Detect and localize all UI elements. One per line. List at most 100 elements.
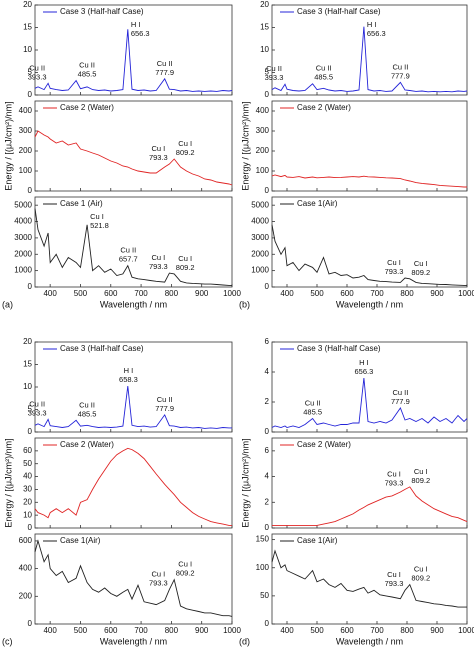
annotation-label: Cu I — [151, 253, 165, 262]
y-tick-label: 600 — [19, 536, 33, 545]
annotation-wavelength: 809.2 — [176, 148, 195, 157]
x-tick-label: 500 — [74, 626, 88, 635]
y-tick-label: 0 — [28, 523, 33, 532]
annotation-wavelength: 793.3 — [149, 262, 168, 271]
annotation-label: H I — [359, 358, 369, 367]
y-axis-label: Energy / [(μJ/cm²)/nm] — [3, 438, 13, 527]
plot-frame — [271, 4, 468, 96]
annotation-wavelength: 793.3 — [149, 153, 168, 162]
panel-label: (b) — [239, 299, 250, 309]
y-tick-label: 3000 — [14, 233, 32, 242]
x-tick-label: 400 — [43, 289, 57, 298]
spectrum-line — [271, 26, 468, 93]
y-tick-label: 20 — [260, 0, 269, 9]
x-tick-label: 400 — [43, 626, 57, 635]
x-tick-label: 1000 — [223, 289, 241, 298]
annotation-wavelength: 656.3 — [131, 29, 150, 38]
y-tick-label: 100 — [256, 563, 270, 572]
x-tick-label: 900 — [430, 626, 444, 635]
y-tick-label: 0 — [28, 186, 33, 195]
y-tick-label: 200 — [19, 146, 33, 155]
legend-label: Case 3 (Half-half Case) — [297, 344, 381, 353]
annotation-label: Cu II — [29, 63, 45, 72]
spectrum-line — [271, 224, 467, 286]
y-axis-label: Energy / [(μJ/cm²)/nm] — [240, 101, 250, 190]
y-tick-label: 200 — [256, 146, 270, 155]
y-tick-label: 60 — [23, 446, 32, 455]
plot-frame — [271, 196, 468, 288]
y-tick-label: 300 — [19, 126, 33, 135]
annotation-wavelength: 656.3 — [367, 29, 386, 38]
y-tick-label: 20 — [23, 497, 32, 506]
annotation-label: Cu I — [90, 212, 104, 221]
y-tick-label: 5000 — [14, 200, 32, 209]
y-tick-label: 50 — [260, 591, 269, 600]
annotation-wavelength: 658.3 — [119, 375, 138, 384]
x-tick-label: 800 — [165, 626, 179, 635]
legend-label: Case 2 (Water) — [297, 103, 351, 112]
plot-frame — [34, 437, 233, 529]
annotation-label: H I — [124, 366, 134, 375]
spectrum-line — [34, 386, 232, 429]
annotation-label: Cu I — [151, 569, 165, 578]
y-tick-label: 0 — [265, 619, 270, 628]
x-axis-label: Wavelength / nm — [100, 299, 167, 309]
annotation-label: Cu I — [151, 144, 165, 153]
annotation-wavelength: 393.3 — [265, 73, 284, 82]
annotation-wavelength: 485.5 — [314, 73, 333, 82]
annotation-label: Cu I — [387, 258, 401, 267]
annotation-label: Cu II — [79, 61, 95, 70]
annotation-label: Cu II — [266, 64, 282, 73]
x-tick-label: 600 — [340, 289, 354, 298]
y-tick-label: 10 — [260, 45, 269, 54]
x-tick-label: 900 — [195, 289, 209, 298]
x-tick-label: 500 — [310, 289, 324, 298]
y-tick-label: 5 — [265, 68, 270, 77]
annotation-wavelength: 793.3 — [385, 579, 404, 588]
spectrum-line — [34, 447, 232, 526]
y-tick-label: 10 — [23, 382, 32, 391]
y-tick-label: 300 — [256, 126, 270, 135]
panel-label: (d) — [239, 636, 250, 646]
y-tick-label: 200 — [19, 591, 33, 600]
annotation-label: Cu II — [157, 59, 173, 68]
annotation-wavelength: 777.9 — [391, 71, 410, 80]
annotation-label: Cu II — [29, 399, 45, 408]
y-tick-label: 10 — [23, 45, 32, 54]
annotation-label: Cu II — [316, 64, 332, 73]
annotation-wavelength: 485.5 — [78, 409, 97, 418]
x-tick-label: 600 — [104, 289, 118, 298]
y-tick-label: 4000 — [251, 217, 269, 226]
annotation-wavelength: 809.2 — [411, 574, 430, 583]
y-tick-label: 100 — [256, 166, 270, 175]
x-tick-label: 900 — [195, 626, 209, 635]
legend-label: Case 2 (Water) — [60, 440, 114, 449]
annotation-label: Cu II — [392, 62, 408, 71]
annotation-wavelength: 777.9 — [391, 397, 410, 406]
y-tick-label: 0 — [265, 186, 270, 195]
x-tick-label: 400 — [280, 626, 294, 635]
annotation-wavelength: 809.2 — [411, 476, 430, 485]
annotation-label: Cu I — [414, 565, 428, 574]
y-tick-label: 0 — [28, 619, 33, 628]
plot-frame — [34, 4, 233, 96]
annotation-label: Cu I — [178, 560, 192, 569]
y-tick-label: 4 — [265, 472, 270, 481]
x-tick-label: 600 — [104, 626, 118, 635]
x-tick-label: 500 — [74, 289, 88, 298]
panel-label: (c) — [2, 636, 13, 646]
annotation-wavelength: 521.8 — [90, 221, 109, 230]
spectrum-line — [271, 377, 468, 428]
annotation-label: Cu II — [79, 400, 95, 409]
x-tick-label: 700 — [370, 289, 384, 298]
annotation-wavelength: 809.2 — [176, 569, 195, 578]
annotation-label: Cu I — [178, 254, 192, 263]
plot-frame — [271, 100, 468, 192]
plot-frame — [271, 341, 468, 433]
annotation-label: Cu I — [387, 469, 401, 478]
x-axis-label: Wavelength / nm — [336, 299, 403, 309]
y-tick-label: 30 — [23, 485, 32, 494]
x-tick-label: 500 — [310, 626, 324, 635]
y-tick-label: 150 — [256, 535, 270, 544]
spectrum-line — [34, 130, 233, 186]
